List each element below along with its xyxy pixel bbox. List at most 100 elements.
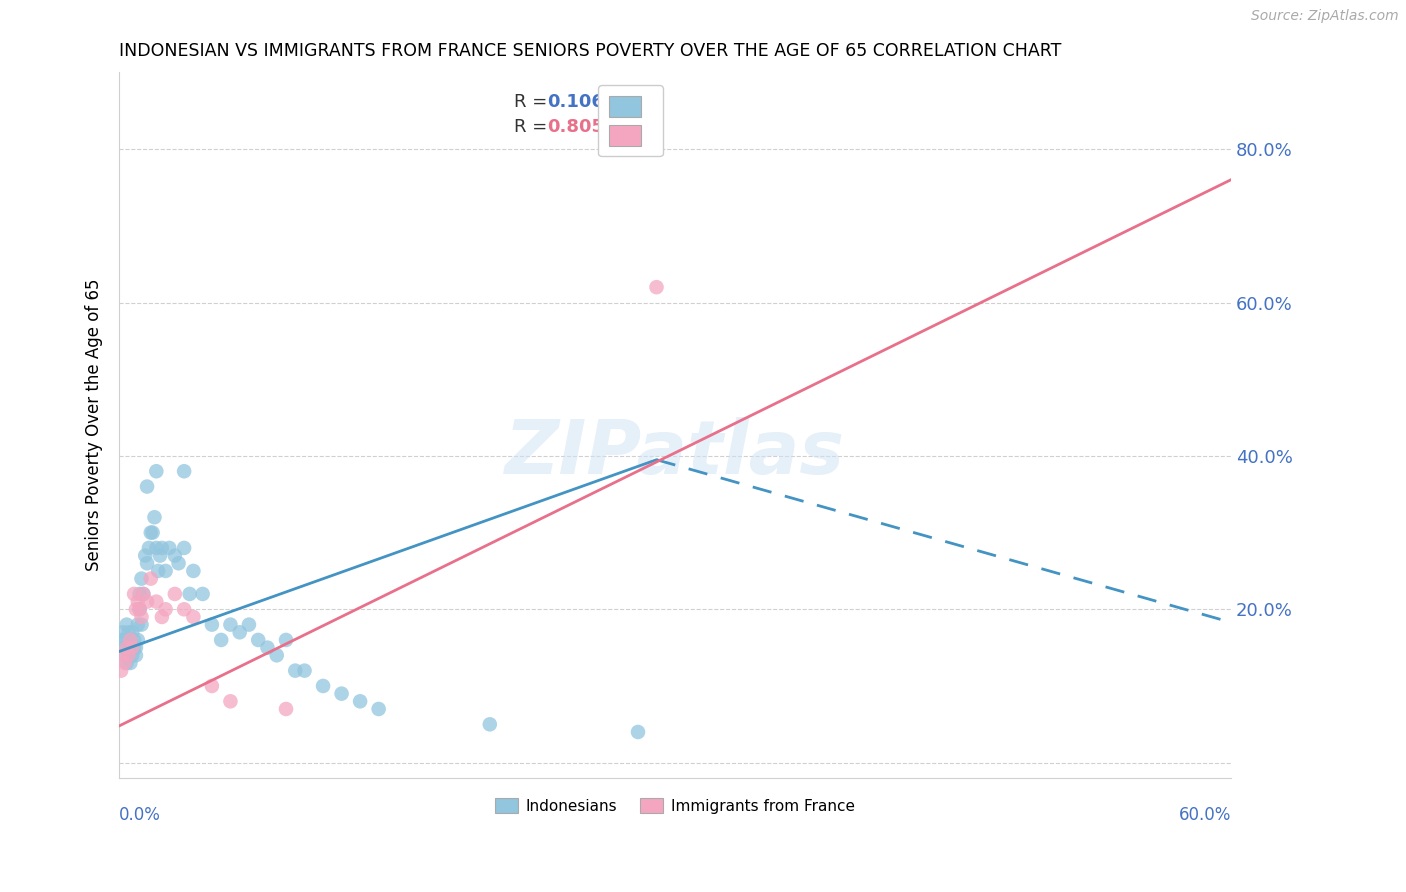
Text: ZIPatlas: ZIPatlas bbox=[505, 417, 845, 490]
Point bbox=[149, 549, 172, 563]
Text: 0.805: 0.805 bbox=[547, 119, 605, 136]
Point bbox=[148, 564, 170, 578]
Point bbox=[284, 664, 307, 678]
Point bbox=[127, 632, 149, 647]
Point bbox=[274, 702, 297, 716]
Point bbox=[155, 602, 177, 616]
Point bbox=[173, 602, 195, 616]
Point bbox=[122, 640, 145, 655]
Point bbox=[120, 632, 142, 647]
Point bbox=[110, 664, 132, 678]
Point bbox=[125, 640, 148, 655]
Point bbox=[111, 648, 134, 663]
Point bbox=[201, 679, 224, 693]
Point bbox=[122, 587, 145, 601]
Point bbox=[111, 648, 134, 663]
Point bbox=[201, 617, 224, 632]
Point bbox=[312, 679, 335, 693]
Point bbox=[209, 632, 232, 647]
Point bbox=[117, 625, 139, 640]
Point bbox=[367, 702, 389, 716]
Legend: , : , bbox=[598, 85, 664, 156]
Point bbox=[157, 541, 180, 555]
Point bbox=[219, 694, 242, 708]
Point bbox=[138, 541, 160, 555]
Point bbox=[163, 549, 186, 563]
Point bbox=[128, 587, 150, 601]
Point bbox=[145, 541, 167, 555]
Point bbox=[134, 549, 156, 563]
Point bbox=[136, 479, 159, 493]
Y-axis label: Seniors Poverty Over the Age of 65: Seniors Poverty Over the Age of 65 bbox=[86, 279, 103, 572]
Point bbox=[274, 632, 297, 647]
Point bbox=[150, 541, 173, 555]
Point bbox=[125, 602, 148, 616]
Point bbox=[167, 556, 190, 570]
Point bbox=[117, 648, 139, 663]
Point bbox=[139, 572, 162, 586]
Point bbox=[121, 625, 143, 640]
Point bbox=[228, 625, 250, 640]
Text: INDONESIAN VS IMMIGRANTS FROM FRANCE SENIORS POVERTY OVER THE AGE OF 65 CORRELAT: INDONESIAN VS IMMIGRANTS FROM FRANCE SEN… bbox=[120, 42, 1062, 60]
Point bbox=[294, 664, 316, 678]
Point bbox=[183, 610, 205, 624]
Point bbox=[145, 594, 167, 608]
Point bbox=[114, 656, 136, 670]
Point bbox=[150, 610, 173, 624]
Point bbox=[136, 594, 159, 608]
Point bbox=[132, 587, 155, 601]
Text: 0.0%: 0.0% bbox=[120, 806, 162, 824]
Point bbox=[266, 648, 288, 663]
Point bbox=[247, 632, 270, 647]
Point bbox=[173, 464, 195, 478]
Point bbox=[114, 640, 136, 655]
Point bbox=[143, 510, 166, 524]
Text: 63: 63 bbox=[631, 93, 655, 112]
Text: R =: R = bbox=[513, 119, 553, 136]
Text: 25: 25 bbox=[631, 119, 655, 136]
Text: R =: R = bbox=[513, 93, 553, 112]
Point bbox=[627, 725, 650, 739]
Point bbox=[115, 617, 138, 632]
Text: Source: ZipAtlas.com: Source: ZipAtlas.com bbox=[1251, 9, 1399, 22]
Point bbox=[111, 625, 134, 640]
Point bbox=[478, 717, 501, 731]
Point bbox=[127, 594, 149, 608]
Point bbox=[128, 602, 150, 616]
Point bbox=[173, 541, 195, 555]
Point bbox=[110, 632, 132, 647]
Point bbox=[139, 525, 162, 540]
Point bbox=[131, 617, 153, 632]
Text: 60.0%: 60.0% bbox=[1178, 806, 1230, 824]
Point bbox=[131, 572, 153, 586]
Point bbox=[128, 602, 150, 616]
Point bbox=[115, 640, 138, 655]
Point bbox=[122, 632, 145, 647]
Point bbox=[349, 694, 371, 708]
Point bbox=[142, 525, 165, 540]
Point bbox=[125, 648, 148, 663]
Point bbox=[136, 556, 159, 570]
Point bbox=[117, 640, 139, 655]
Point bbox=[127, 617, 149, 632]
Point bbox=[191, 587, 214, 601]
Point bbox=[238, 617, 260, 632]
Point bbox=[120, 656, 142, 670]
Point bbox=[115, 656, 138, 670]
Text: N =: N = bbox=[598, 93, 648, 112]
Text: N =: N = bbox=[598, 119, 648, 136]
Point bbox=[145, 464, 167, 478]
Point bbox=[131, 610, 153, 624]
Point bbox=[219, 617, 242, 632]
Point bbox=[645, 280, 668, 294]
Point bbox=[120, 632, 142, 647]
Point bbox=[330, 687, 353, 701]
Point bbox=[179, 587, 201, 601]
Point bbox=[121, 640, 143, 655]
Point bbox=[121, 648, 143, 663]
Point bbox=[256, 640, 278, 655]
Point bbox=[132, 587, 155, 601]
Text: 0.106: 0.106 bbox=[547, 93, 605, 112]
Point bbox=[114, 632, 136, 647]
Point bbox=[117, 648, 139, 663]
